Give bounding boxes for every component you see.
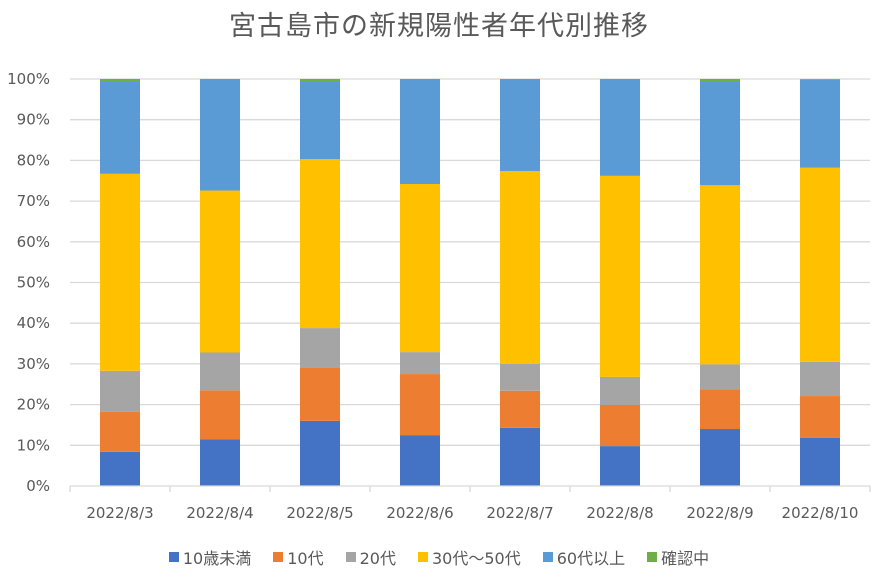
bar-stack xyxy=(700,79,740,486)
y-tick-label: 60% xyxy=(17,233,50,251)
bar-segment xyxy=(400,184,440,353)
bar-segment xyxy=(100,79,140,82)
x-tick-label: 2022/8/3 xyxy=(86,504,153,522)
bar-segment xyxy=(500,79,540,171)
bar-segment xyxy=(300,328,340,368)
legend-swatch xyxy=(418,552,428,562)
bar-segment xyxy=(100,451,140,486)
bar-segment xyxy=(400,374,440,436)
bar-segment xyxy=(400,79,440,185)
legend-swatch xyxy=(542,552,553,562)
bar-segment xyxy=(100,411,140,452)
legend-swatch xyxy=(273,552,284,562)
legend-label: 10歳未満 xyxy=(182,549,252,568)
bar-segment xyxy=(800,437,840,486)
bar-segment xyxy=(100,81,140,174)
bar-stack xyxy=(100,79,140,486)
legend-item: 10代 xyxy=(273,545,324,569)
bar-segment xyxy=(800,79,840,168)
bar-segment xyxy=(600,376,640,406)
legend-label: 10代 xyxy=(287,549,324,568)
bar-segment xyxy=(800,396,840,438)
bar-segment xyxy=(700,429,740,486)
x-axis: 2022/8/3 2022/8/4 2022/8/5 2022/8/6 2022/8/7… xyxy=(69,485,871,522)
legend-swatch xyxy=(345,552,356,562)
bar-segment xyxy=(300,159,340,329)
bar-stack xyxy=(800,79,840,486)
legend-item: 10歳未満 xyxy=(168,545,252,569)
x-tick-label: 2022/8/6 xyxy=(386,504,453,522)
legend-swatch xyxy=(168,552,179,562)
bar-segment xyxy=(700,79,740,82)
bar-segment xyxy=(200,190,240,353)
bar-segment xyxy=(700,389,740,430)
bar-segment xyxy=(200,352,240,391)
bar-segment xyxy=(700,185,740,365)
x-tick-label: 2022/8/9 xyxy=(686,504,753,522)
bar-segment xyxy=(100,173,140,371)
bar-segment xyxy=(500,390,540,428)
x-tick-label: 2022/8/5 xyxy=(286,504,353,522)
bar-segment xyxy=(300,79,340,82)
legend-label: 20代 xyxy=(359,549,396,568)
bar-segment xyxy=(400,352,440,375)
legend-item: 60代以上 xyxy=(542,545,626,569)
y-tick-label: 20% xyxy=(17,396,50,414)
bar-stack xyxy=(200,79,240,486)
legend-item: 20代 xyxy=(345,545,396,569)
bar-stacks xyxy=(100,79,840,486)
bar-stack xyxy=(600,79,640,486)
y-tick-label: 100% xyxy=(7,70,50,88)
bar-segment xyxy=(700,364,740,390)
legend-label: 確認中 xyxy=(661,549,710,568)
legend-swatch xyxy=(647,552,658,562)
bar-segment xyxy=(300,367,340,421)
bar-segment xyxy=(600,446,640,486)
x-tick-label: 2022/8/8 xyxy=(586,504,653,522)
y-tick-label: 90% xyxy=(17,111,50,129)
y-tick-label: 0% xyxy=(26,477,50,495)
bar-segment xyxy=(200,390,240,440)
y-axis-tick-labels: 0% 10% 20% 30% 40% 50% 60% 70% 80% 90% 100% xyxy=(7,70,50,495)
bar-segment xyxy=(500,363,540,391)
bar-segment xyxy=(600,405,640,447)
y-tick-label: 70% xyxy=(17,192,50,210)
bar-segment xyxy=(600,175,640,377)
bar-segment xyxy=(500,427,540,486)
bar-segment xyxy=(500,170,540,364)
bar-stack xyxy=(500,79,540,486)
bar-segment xyxy=(200,79,240,191)
legend-label: 60代以上 xyxy=(556,549,626,568)
y-tick-label: 30% xyxy=(17,355,50,373)
bar-segment xyxy=(600,79,640,176)
legend-item: 30代～50代 xyxy=(418,545,521,569)
bar-stack xyxy=(400,79,440,486)
bar-segment xyxy=(300,420,340,486)
bar-segment xyxy=(200,439,240,486)
x-tick-label: 2022/8/4 xyxy=(186,504,253,522)
bar-segment xyxy=(800,361,840,397)
x-tick-label: 2022/8/7 xyxy=(486,504,553,522)
bar-segment xyxy=(400,435,440,486)
y-tick-label: 40% xyxy=(17,314,50,332)
bar-segment xyxy=(100,370,140,412)
y-tick-label: 80% xyxy=(17,151,50,169)
x-tick-label: 2022/8/10 xyxy=(782,504,859,522)
bar-segment xyxy=(700,81,740,186)
gridlines xyxy=(70,78,870,446)
legend: 10歳未満 10代 20代 30代～50代 60代以上 確認中 xyxy=(0,545,878,569)
y-tick-label: 50% xyxy=(17,274,50,292)
legend-item: 確認中 xyxy=(647,545,709,569)
bar-segment xyxy=(800,167,840,362)
bar-segment xyxy=(300,81,340,160)
bar-segment xyxy=(800,79,840,80)
y-tick-label: 10% xyxy=(17,436,50,454)
chart-title: 宮古島市の新規陽性者年代別推移 xyxy=(229,11,649,42)
bar-stack xyxy=(300,79,340,486)
legend-label: 30代～50代 xyxy=(432,549,521,568)
